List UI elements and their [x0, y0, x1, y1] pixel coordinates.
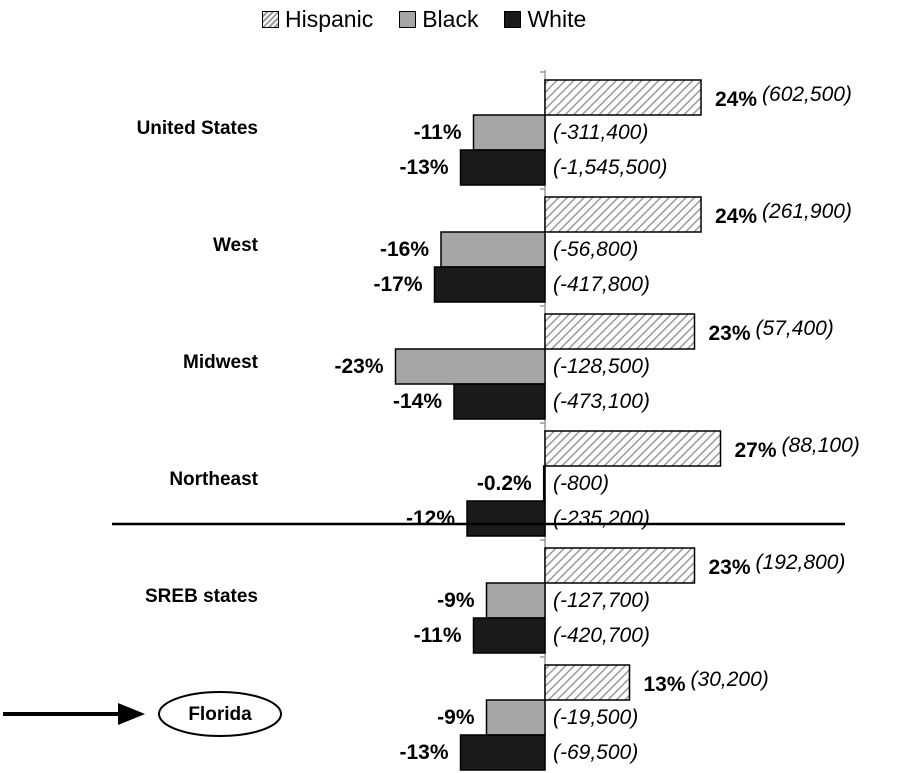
pct-label-white-midwest: -14%	[393, 390, 442, 413]
pct-label-hispanic-west: 24%	[715, 205, 757, 228]
pct-label-white-west: -17%	[373, 273, 422, 296]
bar-black-united-states	[472, 114, 546, 151]
bar-hispanic-midwest	[544, 313, 696, 350]
legend-item-white: White	[504, 6, 586, 33]
legend-swatch-white	[504, 11, 522, 28]
count-label-hispanic-united-states: (602,500)	[762, 83, 852, 106]
legend-swatch-black	[399, 11, 417, 28]
pct-label-black-sreb-states: -9%	[437, 589, 475, 612]
count-label-hispanic-florida: (30,200)	[691, 668, 769, 691]
bar-black-west	[440, 231, 546, 268]
count-label-white-united-states: (-1,545,500)	[553, 156, 667, 179]
bar-hispanic-florida	[544, 664, 631, 701]
category-label-west: West	[213, 235, 259, 256]
category-label-northeast: Northeast	[169, 469, 258, 490]
pct-label-hispanic-united-states: 24%	[715, 88, 757, 111]
count-label-white-northeast: (-235,200)	[553, 507, 650, 530]
bar-white-florida	[459, 734, 546, 771]
count-label-black-united-states: (-311,400)	[553, 121, 648, 144]
count-label-hispanic-midwest: (57,400)	[756, 317, 834, 340]
count-label-black-sreb-states: (-127,700)	[553, 589, 650, 612]
bar-hispanic-west	[544, 196, 702, 233]
pct-label-black-florida: -9%	[437, 706, 475, 729]
legend-item-black: Black	[399, 6, 478, 33]
legend-label-black: Black	[422, 6, 479, 32]
count-label-hispanic-sreb-states: (192,800)	[756, 551, 846, 574]
count-label-black-northeast: (-800)	[553, 472, 609, 495]
chart-legend: Hispanic Black White	[262, 6, 612, 33]
bar-black-florida	[485, 699, 546, 736]
count-label-hispanic-northeast: (88,100)	[782, 434, 860, 457]
count-label-white-sreb-states: (-420,700)	[553, 624, 650, 647]
pct-label-hispanic-sreb-states: 23%	[709, 556, 751, 579]
legend-swatch-hispanic	[262, 11, 279, 28]
count-label-black-midwest: (-128,500)	[553, 355, 650, 378]
pct-label-black-midwest: -23%	[334, 355, 383, 378]
legend-item-hispanic: Hispanic	[262, 6, 373, 33]
legend-label-hispanic: Hispanic	[285, 6, 374, 32]
count-label-hispanic-west: (261,900)	[762, 200, 852, 223]
pct-label-hispanic-midwest: 23%	[709, 322, 751, 345]
bar-hispanic-sreb-states	[544, 547, 696, 584]
bar-white-northeast	[466, 500, 546, 537]
bar-white-sreb-states	[472, 617, 546, 654]
count-label-black-west: (-56,800)	[553, 238, 638, 261]
legend-label-white: White	[527, 6, 587, 32]
category-label-united-states: United States	[137, 118, 258, 139]
bar-black-midwest	[394, 348, 546, 385]
bar-black-northeast	[542, 465, 546, 502]
highlight-ellipse-florida	[158, 691, 282, 737]
pct-label-white-sreb-states: -11%	[414, 624, 462, 647]
bar-black-sreb-states	[485, 582, 546, 619]
category-label-florida: Florida	[188, 704, 252, 725]
bar-hispanic-northeast	[544, 430, 722, 467]
pct-label-white-florida: -13%	[399, 741, 448, 764]
count-label-black-florida: (-19,500)	[553, 706, 638, 729]
bar-white-midwest	[453, 383, 546, 420]
category-label-midwest: Midwest	[183, 352, 259, 373]
pct-label-white-northeast: -12%	[406, 507, 455, 530]
bar-white-united-states	[459, 149, 546, 186]
pct-label-white-united-states: -13%	[399, 156, 448, 179]
pct-label-black-united-states: -11%	[414, 121, 462, 144]
category-label-sreb-states: SREB states	[145, 586, 258, 607]
count-label-white-midwest: (-473,100)	[553, 390, 650, 413]
pct-label-hispanic-florida: 13%	[644, 673, 686, 696]
count-label-white-west: (-417,800)	[553, 273, 650, 296]
pct-label-hispanic-northeast: 27%	[735, 439, 777, 462]
pct-label-black-west: -16%	[380, 238, 429, 261]
highlight-arrow-head	[118, 703, 145, 725]
pct-label-black-northeast: -0.2%	[477, 472, 532, 495]
count-label-white-florida: (-69,500)	[553, 741, 638, 764]
bar-hispanic-united-states	[544, 79, 702, 116]
bar-white-west	[433, 266, 546, 303]
